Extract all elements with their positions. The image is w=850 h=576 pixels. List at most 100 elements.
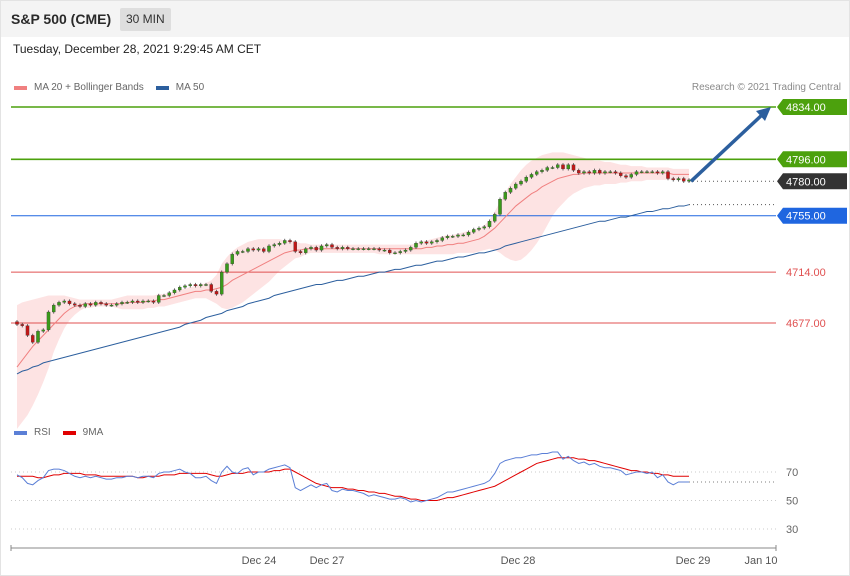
- candle: [230, 254, 234, 264]
- candle: [277, 243, 282, 245]
- candle: [204, 284, 208, 286]
- candle: [67, 300, 72, 304]
- candle: [41, 329, 45, 332]
- candle: [319, 245, 324, 251]
- candle: [466, 232, 471, 236]
- legend-item-rsi: RSI: [14, 427, 51, 438]
- candle: [52, 304, 56, 313]
- candle: [157, 295, 161, 303]
- candle: [403, 249, 408, 252]
- candle: [650, 171, 654, 173]
- candle: [682, 178, 686, 182]
- legend-label-ma20: MA 20 + Bollinger Bands: [34, 82, 144, 93]
- candle: [372, 248, 376, 250]
- candle: [130, 300, 135, 303]
- candle: [125, 302, 129, 304]
- candle: [246, 248, 250, 252]
- candle: [535, 171, 539, 175]
- candle: [146, 300, 150, 303]
- candle: [330, 244, 334, 248]
- candle: [671, 178, 675, 181]
- candle: [603, 171, 607, 174]
- candle: [629, 174, 633, 178]
- rsi-tick-30: 30: [786, 524, 798, 536]
- candle: [57, 302, 61, 306]
- candle: [540, 170, 544, 172]
- candle: [325, 244, 329, 247]
- candle: [550, 167, 555, 169]
- candle: [214, 291, 219, 295]
- chart-header: S&P 500 (CME) 30 MIN: [1, 1, 849, 37]
- candle: [435, 240, 439, 242]
- candle: [445, 236, 450, 238]
- candle: [99, 302, 103, 304]
- candle: [78, 304, 82, 307]
- candle: [487, 221, 492, 227]
- candle: [640, 171, 644, 173]
- candle: [393, 252, 397, 254]
- legend-label-9ma: 9MA: [82, 427, 104, 438]
- timeframe-badge[interactable]: 30 MIN: [120, 8, 171, 31]
- candle: [46, 311, 51, 331]
- timestamp: Tuesday, December 28, 2021 9:29:45 AM CE…: [13, 42, 262, 56]
- candle: [36, 331, 40, 343]
- x-tick-label: Dec 29: [676, 555, 711, 567]
- level-tag-4796.00: [777, 151, 847, 168]
- level-tag-text-4780.00: 4780.00: [786, 176, 826, 188]
- candle: [613, 171, 618, 174]
- candle: [398, 251, 402, 253]
- level-label-4714.00: 4714.00: [786, 267, 826, 279]
- level-label-4677.00: 4677.00: [786, 318, 826, 330]
- legend-item-ma50: MA 50: [155, 82, 204, 93]
- candle: [136, 300, 140, 303]
- level-tag-text-4796.00: 4796.00: [786, 154, 826, 166]
- candle: [262, 248, 266, 252]
- candle: [661, 171, 665, 174]
- candle: [503, 192, 507, 200]
- candle: [424, 241, 429, 244]
- forecast-arrow-shaft: [689, 112, 765, 183]
- candle: [456, 234, 460, 237]
- ma20-swatch: [14, 85, 27, 90]
- candle: [577, 170, 581, 174]
- candle: [382, 249, 387, 252]
- level-tag-text-4755.00: 4755.00: [786, 211, 826, 223]
- candle: [655, 171, 660, 174]
- candle: [256, 248, 261, 251]
- rsi-line: [16, 451, 689, 503]
- 9ma-swatch: [62, 430, 76, 435]
- candle: [335, 247, 339, 249]
- candle: [172, 289, 177, 293]
- price-legend: MA 20 + Bollinger Bands MA 50: [14, 82, 216, 93]
- candle: [25, 325, 30, 336]
- candle: [592, 170, 597, 174]
- candle: [498, 199, 502, 215]
- candle: [309, 247, 313, 249]
- rsi-tick-70: 70: [786, 467, 798, 479]
- ma50-line: [16, 204, 690, 375]
- level-tag-4834.00: [777, 99, 847, 115]
- candle: [545, 167, 549, 171]
- candle: [419, 241, 423, 244]
- candle: [298, 251, 303, 253]
- forecast-arrow-head: [756, 107, 771, 121]
- candle: [645, 171, 649, 173]
- candle: [20, 324, 24, 326]
- candle: [340, 247, 345, 249]
- candle: [314, 247, 318, 251]
- candle: [514, 183, 518, 189]
- candle: [193, 284, 198, 287]
- candle: [283, 240, 287, 244]
- candle: [225, 263, 229, 273]
- candle: [109, 304, 114, 307]
- candle: [377, 248, 381, 251]
- candle: [162, 295, 166, 297]
- candle: [220, 271, 224, 295]
- candle: [267, 245, 271, 252]
- candle: [293, 241, 297, 252]
- candle: [388, 249, 392, 253]
- candle: [361, 248, 366, 250]
- instrument-title: S&P 500 (CME): [11, 11, 112, 27]
